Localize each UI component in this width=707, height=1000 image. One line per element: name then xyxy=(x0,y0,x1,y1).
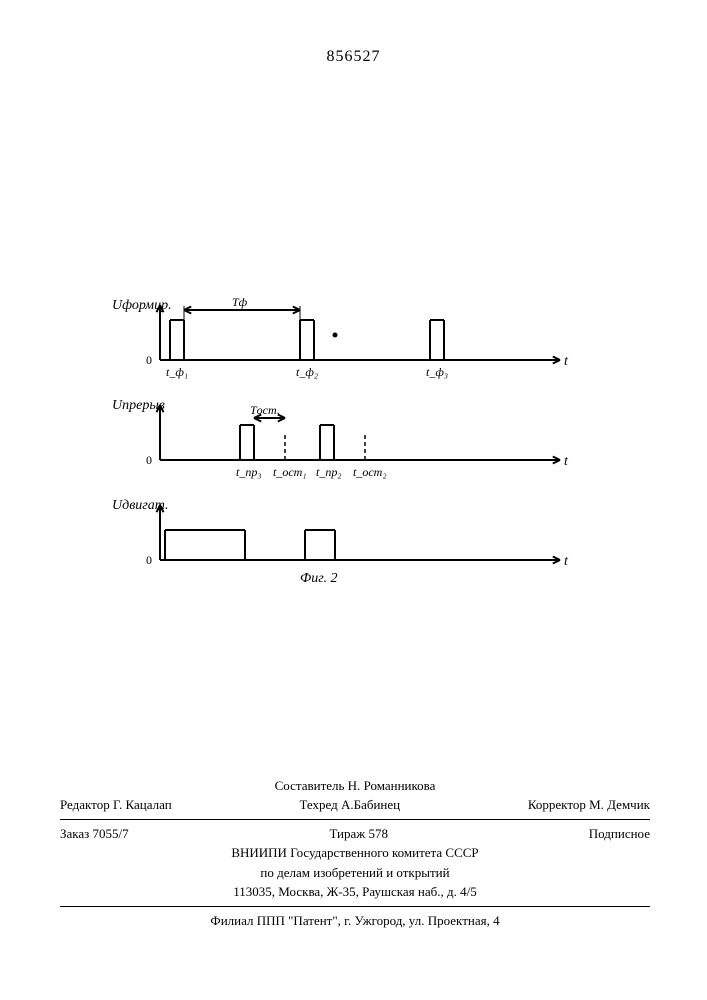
divider xyxy=(60,906,650,907)
svg-text:t_ф₃: t_ф₃ xyxy=(426,365,448,379)
colophon: Составитель Н. Романникова Редактор Г. К… xyxy=(60,776,650,931)
svg-text:t: t xyxy=(564,454,569,469)
svg-text:0: 0 xyxy=(146,453,152,467)
org-line-2: по делам изобретений и открытий xyxy=(60,863,650,883)
tech-editor: Техред А.Бабинец xyxy=(299,795,400,815)
compiler-line: Составитель Н. Романникова xyxy=(60,776,650,796)
circulation: Тираж 578 xyxy=(329,824,388,844)
order-number: Заказ 7055/7 xyxy=(60,824,129,844)
svg-text:Фиг. 2: Фиг. 2 xyxy=(300,571,338,586)
svg-text:t_ост₁: t_ост₁ xyxy=(273,465,307,479)
svg-text:t: t xyxy=(564,354,569,369)
svg-text:t_ф₁: t_ф₁ xyxy=(166,365,188,379)
corrector: Корректор М. Демчик xyxy=(528,795,650,815)
branch-line: Филиал ППП "Патент", г. Ужгород, ул. Про… xyxy=(60,911,650,931)
svg-text:Uпрерыв: Uпрерыв xyxy=(112,398,165,413)
svg-text:0: 0 xyxy=(146,353,152,367)
svg-text:t_пр₃: t_пр₃ xyxy=(236,465,262,479)
org-address: 113035, Москва, Ж-35, Раушская наб., д. … xyxy=(60,882,650,902)
svg-text:t_ф₂: t_ф₂ xyxy=(296,365,318,379)
subscription: Подписное xyxy=(589,824,650,844)
divider xyxy=(60,819,650,820)
svg-text:t: t xyxy=(564,554,569,569)
svg-text:Uдвигат.: Uдвигат. xyxy=(112,498,169,513)
svg-text:Tф: Tф xyxy=(232,295,248,309)
org-line-1: ВНИИПИ Государственного комитета СССР xyxy=(60,843,650,863)
editor: Редактор Г. Кацалап xyxy=(60,795,172,815)
svg-text:t_ост₂: t_ост₂ xyxy=(353,465,387,479)
svg-text:t_пр₂: t_пр₂ xyxy=(316,465,342,479)
doc-number: 856527 xyxy=(0,48,707,66)
svg-text:Tост.: Tост. xyxy=(250,403,280,417)
svg-text:0: 0 xyxy=(146,553,152,567)
svg-text:Uформир.: Uформир. xyxy=(112,298,172,313)
timing-diagram: Uформир. 0 t t_ф₁ t_ф₂ t_ф₃ Tф Uпрерыв 0 t t_пр₃ t_… xyxy=(110,290,590,620)
